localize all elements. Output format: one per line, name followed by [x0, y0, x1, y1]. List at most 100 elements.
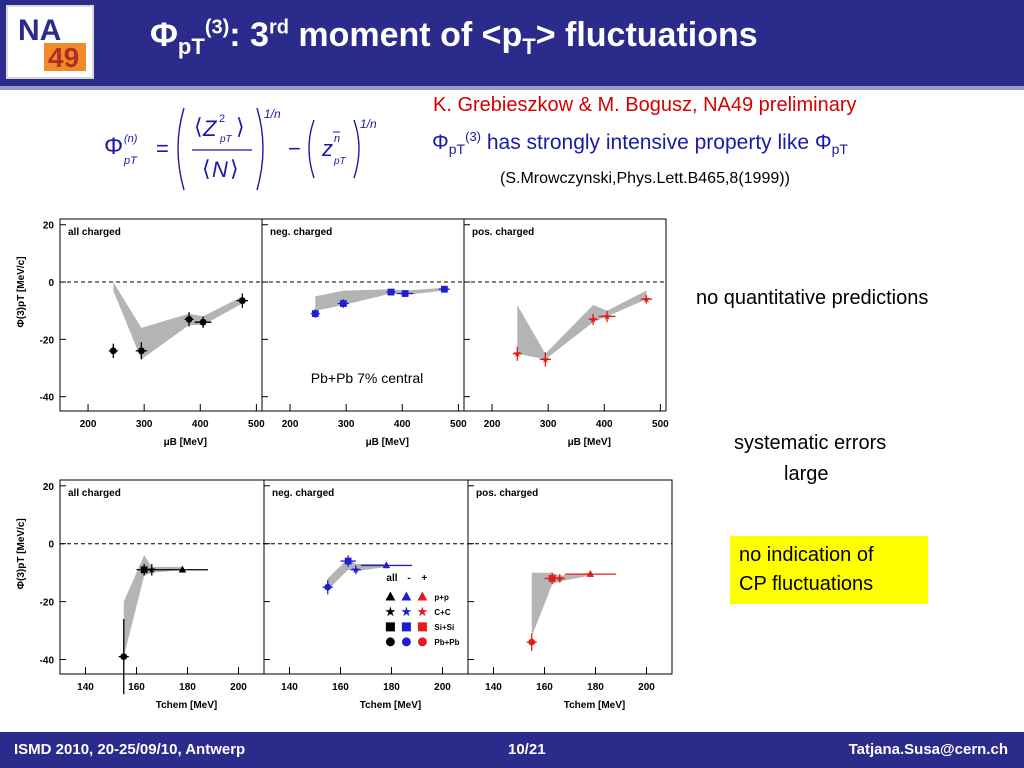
x-tick-label: 160 [332, 682, 349, 693]
legend-marker [417, 637, 427, 647]
x-tick-label: 140 [485, 682, 502, 693]
legend-marker [385, 622, 395, 632]
panel-frame [463, 218, 667, 412]
authors-line: K. Grebieszkow & M. Bogusz, NA49 prelimi… [433, 94, 857, 116]
note-systematic-1: systematic errors [734, 432, 887, 454]
na49-logo: NA 49 [6, 5, 94, 79]
panel-1-2: pos. charged 140 160 180 200 Tchem [MeV] [467, 479, 673, 711]
property-sub-pt: pT [448, 141, 466, 158]
annotation-bg [282, 366, 452, 389]
systematic-band [517, 290, 647, 360]
title-part-a: : 3 [229, 16, 269, 54]
legend-header-pos: + [421, 573, 427, 584]
formula-exp1: 1/n [264, 107, 281, 121]
formula-pt-sub: pT [123, 155, 138, 167]
property-sub-pt2: pT [831, 141, 848, 158]
x-tick-label: 160 [128, 682, 145, 693]
x-tick-label: 200 [434, 682, 451, 693]
formula-pt-sub3: pT [333, 156, 347, 167]
svg-text:⟩: ⟩ [230, 156, 239, 181]
data-point [339, 300, 347, 307]
data-point [440, 285, 448, 293]
formula-phi: Φ [104, 133, 123, 160]
logo-text-bottom: 49 [48, 42, 79, 73]
legend-marker [385, 591, 396, 601]
data-point [137, 347, 145, 355]
panel-title: all charged [68, 488, 121, 499]
data-point [586, 570, 595, 577]
footer-center: 10/21 [508, 741, 546, 758]
legend-label: Pb+Pb [434, 638, 459, 647]
panel-title: all charged [68, 227, 121, 238]
panel-0-1: neg. charged 200 300 400 500 μB [MeV] Pb+Pb 7%… [261, 218, 467, 448]
y-axis-label: Φ(3)pT [MeV/c] [16, 256, 27, 327]
title-part-c: > fluctuations [535, 16, 758, 54]
title-sub-pt: pT [177, 33, 205, 59]
no-cp-line-1: no indication of [739, 544, 874, 566]
note-no-predictions: no quantitative predictions [696, 287, 929, 309]
legend-marker [385, 637, 395, 647]
data-point [147, 565, 156, 574]
y-tick-label: 20 [43, 482, 55, 493]
data-point [387, 288, 395, 296]
y-tick-label: -40 [40, 656, 55, 667]
x-tick-label: 140 [77, 682, 94, 693]
formula-n-sup: (n) [124, 133, 138, 145]
title-phi: Φ [150, 16, 178, 54]
legend-marker [401, 622, 411, 632]
x-tick-label: 200 [484, 419, 501, 430]
panel-0-2: pos. charged 200 300 400 500 μB [MeV] [463, 218, 669, 448]
data-point [344, 557, 352, 565]
x-tick-label: 160 [536, 682, 553, 693]
title-sup-rd: rd [268, 16, 289, 39]
data-point [120, 653, 128, 661]
data-point [555, 574, 564, 582]
data-point [382, 561, 391, 569]
property-line: ΦpT(3) has strongly intensive property l… [432, 129, 848, 157]
title-sub-t: T [522, 33, 536, 59]
x-tick-label: 400 [192, 419, 209, 430]
systematic-band [113, 282, 243, 360]
systematic-band [531, 572, 591, 637]
logo-text-top: NA [18, 14, 61, 47]
svg-text:−: − [288, 136, 301, 161]
legend-marker [417, 591, 428, 601]
no-cp-box: no indication of CP fluctuations [730, 536, 928, 604]
data-point [199, 318, 207, 326]
svg-text:⟨: ⟨ [194, 114, 203, 139]
formula-Z: Z [202, 116, 218, 141]
title-sup-3: (3) [204, 16, 230, 39]
data-point [311, 310, 319, 317]
x-tick-label: 500 [248, 419, 265, 430]
svg-text:=: = [156, 136, 169, 161]
panel-title: pos. charged [476, 488, 538, 499]
data-point [185, 315, 193, 323]
y-tick-label: -20 [40, 598, 55, 609]
data-point [642, 295, 651, 303]
data-point [401, 290, 409, 297]
data-point [238, 297, 246, 305]
y-tick-label: -40 [40, 393, 55, 404]
data-point [513, 349, 522, 357]
panel-title: neg. charged [270, 227, 332, 238]
x-tick-label: 400 [596, 419, 613, 430]
y-tick-label: 0 [48, 540, 54, 551]
footer-bar: ISMD 2010, 20-25/09/10, Antwerp 10/21 Ta… [0, 732, 1024, 768]
annotation-text: Pb+Pb 7% central [311, 370, 423, 386]
systematic-band [123, 555, 183, 657]
panel-title: pos. charged [472, 227, 534, 238]
formula-pt-sub2: pT [219, 134, 233, 145]
legend-header-neg: - [407, 573, 410, 584]
footer-left: ISMD 2010, 20-25/09/10, Antwerp [14, 741, 246, 758]
data-point [548, 575, 556, 582]
property-phi: Φ [432, 131, 449, 154]
x-tick-label: 140 [281, 682, 298, 693]
x-tick-label: 300 [540, 419, 557, 430]
legend-marker [417, 622, 427, 632]
legend-label: C+C [434, 608, 450, 617]
data-point [178, 565, 187, 573]
data-point [603, 312, 611, 320]
